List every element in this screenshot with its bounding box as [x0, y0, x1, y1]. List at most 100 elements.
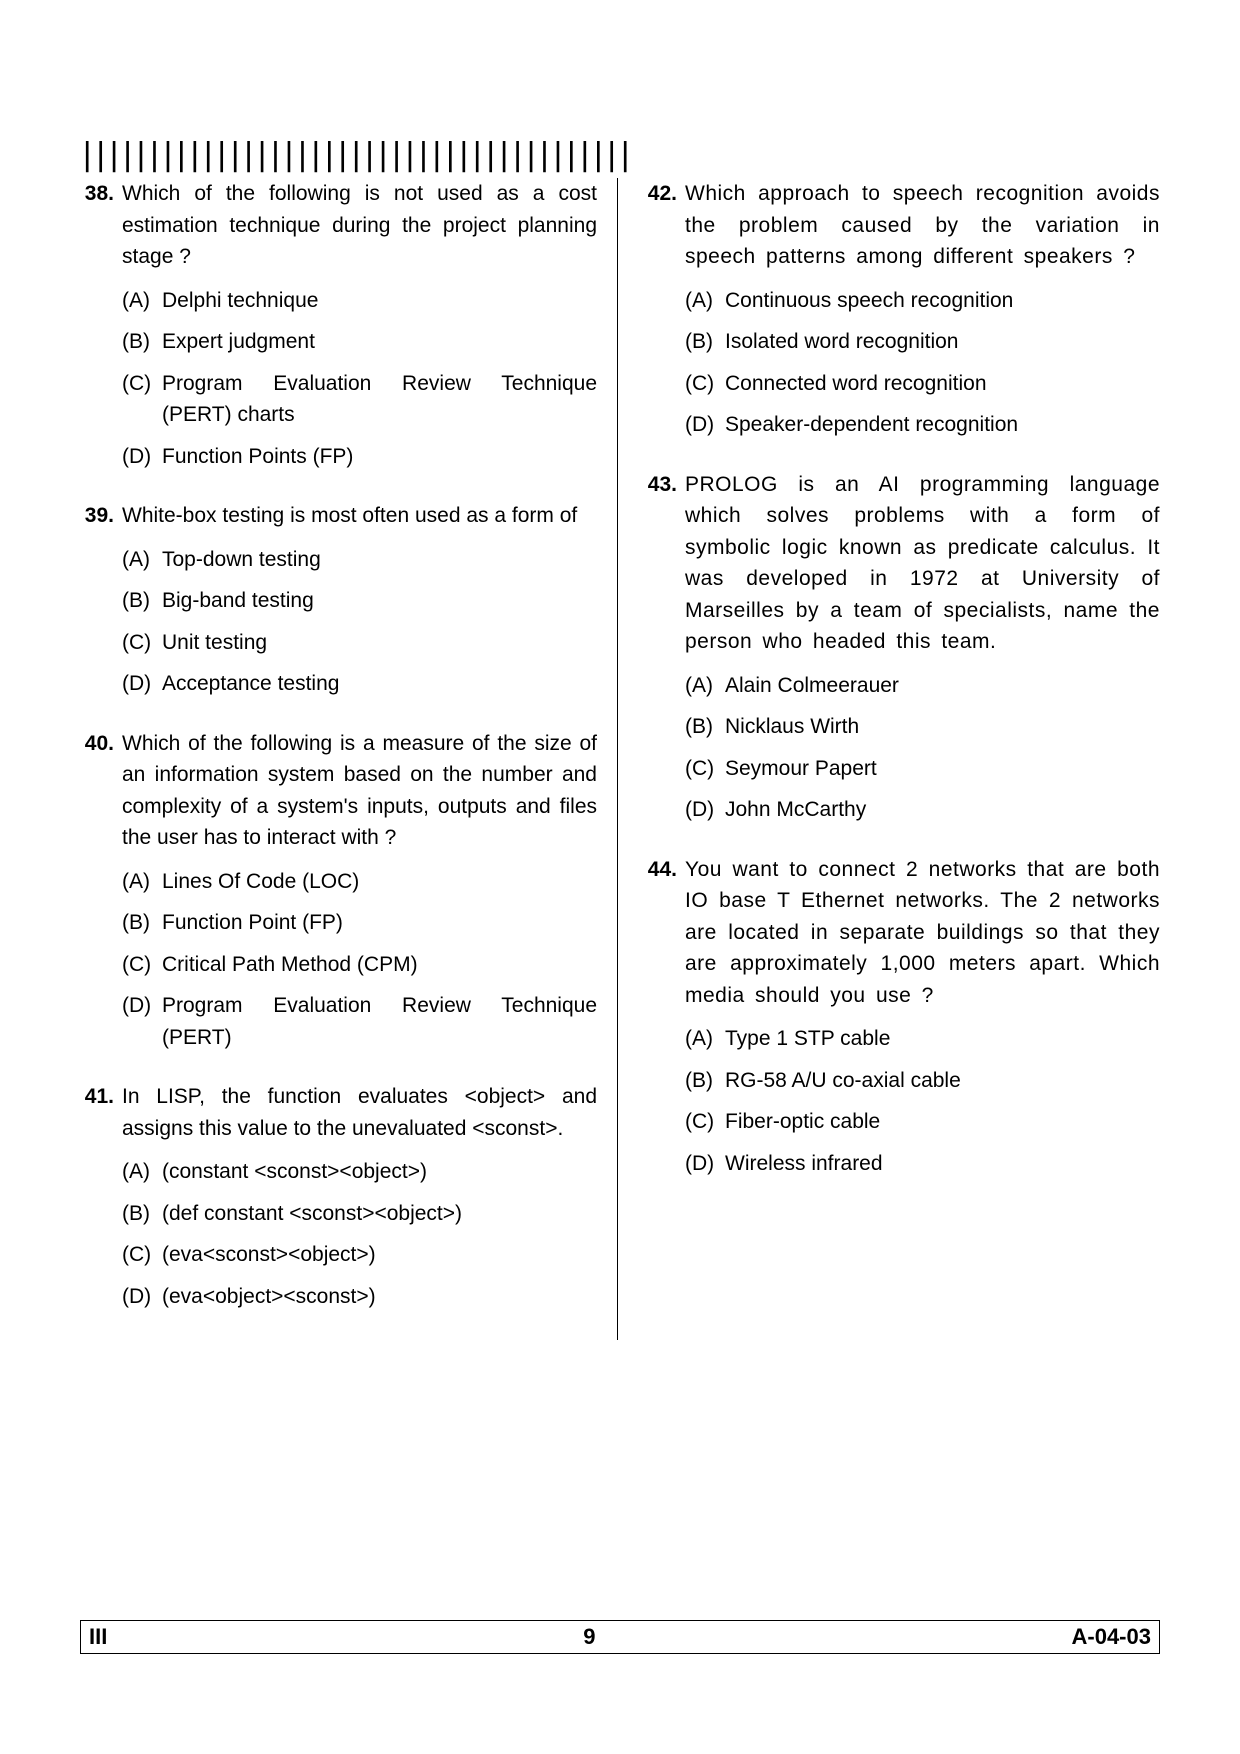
question-body: In LISP, the function evaluates <object>… — [122, 1081, 597, 1322]
options-list: (A)Top-down testing(B)Big-band testing(C… — [122, 544, 597, 700]
option: (B)Nicklaus Wirth — [685, 711, 1160, 743]
option: (D)Speaker-dependent recognition — [685, 409, 1160, 441]
option-label: (B) — [122, 907, 162, 939]
question-text: White-box testing is most often used as … — [122, 500, 597, 532]
option-label: (A) — [685, 670, 725, 702]
option: (A)(constant <sconst><object>) — [122, 1156, 597, 1188]
option-text: Lines Of Code (LOC) — [162, 866, 597, 898]
question: 43.PROLOG is an AI programming language … — [643, 469, 1160, 836]
question-body: Which approach to speech recognition avo… — [685, 178, 1160, 451]
option-text: Top-down testing — [162, 544, 597, 576]
question-number: 39. — [80, 500, 122, 710]
option: (B)Expert judgment — [122, 326, 597, 358]
option-label: (B) — [685, 326, 725, 358]
option-label: (A) — [685, 285, 725, 317]
option-label: (C) — [122, 1239, 162, 1271]
option-text: Unit testing — [162, 627, 597, 659]
option-text: Program Evaluation Review Technique (PER… — [162, 990, 597, 1053]
barcode: ||||||||||||||||||||||||||||||||||||||||… — [80, 136, 1160, 172]
option-text: Program Evaluation Review Technique (PER… — [162, 368, 597, 431]
option: (A)Delphi technique — [122, 285, 597, 317]
option: (A)Continuous speech recognition — [685, 285, 1160, 317]
right-column: 42.Which approach to speech recognition … — [618, 178, 1160, 1340]
option-label: (C) — [122, 627, 162, 659]
option: (B)Isolated word recognition — [685, 326, 1160, 358]
option-label: (A) — [122, 285, 162, 317]
option-label: (B) — [122, 326, 162, 358]
question: 39.White-box testing is most often used … — [80, 500, 597, 710]
option-text: Alain Colmeerauer — [725, 670, 1160, 702]
footer-left: III — [89, 1624, 107, 1650]
option: (D)Function Points (FP) — [122, 441, 597, 473]
question-text: PROLOG is an AI programming language whi… — [685, 469, 1160, 658]
option-text: Function Points (FP) — [162, 441, 597, 473]
question-number: 43. — [643, 469, 685, 836]
question-number: 38. — [80, 178, 122, 482]
option: (D)Program Evaluation Review Technique (… — [122, 990, 597, 1053]
question: 41.In LISP, the function evaluates <obje… — [80, 1081, 597, 1322]
left-column: 38.Which of the following is not used as… — [80, 178, 618, 1340]
options-list: (A)Continuous speech recognition (B)Isola… — [685, 285, 1160, 441]
question-number: 41. — [80, 1081, 122, 1322]
question-body: You want to connect 2 networks that are … — [685, 854, 1160, 1190]
question-text: You want to connect 2 networks that are … — [685, 854, 1160, 1012]
option-label: (C) — [685, 368, 725, 400]
option-label: (D) — [122, 441, 162, 473]
options-list: (A)Type 1 STP cable (B)RG-58 A/U co-axial… — [685, 1023, 1160, 1179]
option-text: Speaker-dependent recognition — [725, 409, 1160, 441]
question: 38.Which of the following is not used as… — [80, 178, 597, 482]
question: 42.Which approach to speech recognition … — [643, 178, 1160, 451]
option-label: (C) — [685, 1106, 725, 1138]
option: (D)Wireless infrared — [685, 1148, 1160, 1180]
option-text: (eva<object><sconst>) — [162, 1281, 597, 1313]
question-number: 40. — [80, 728, 122, 1064]
question-number: 42. — [643, 178, 685, 451]
option-text: John McCarthy — [725, 794, 1160, 826]
option: (D)Acceptance testing — [122, 668, 597, 700]
option-text: Nicklaus Wirth — [725, 711, 1160, 743]
option: (C)Critical Path Method (CPM) — [122, 949, 597, 981]
option-text: (constant <sconst><object>) — [162, 1156, 597, 1188]
option: (B)RG-58 A/U co-axial cable — [685, 1065, 1160, 1097]
option-text: Continuous speech recognition — [725, 285, 1160, 317]
option-label: (A) — [685, 1023, 725, 1055]
option-text: RG-58 A/U co-axial cable — [725, 1065, 1160, 1097]
option: (A)Lines Of Code (LOC) — [122, 866, 597, 898]
option-text: Wireless infrared — [725, 1148, 1160, 1180]
option: (C)Seymour Papert — [685, 753, 1160, 785]
option-label: (D) — [122, 668, 162, 700]
option-text: (def constant <sconst><object>) — [162, 1198, 597, 1230]
option-label: (B) — [685, 711, 725, 743]
option-text: Type 1 STP cable — [725, 1023, 1160, 1055]
option: (C)Program Evaluation Review Technique (… — [122, 368, 597, 431]
option: (A)Type 1 STP cable — [685, 1023, 1160, 1055]
footer-code: A-04-03 — [1072, 1624, 1151, 1650]
option: (D)(eva<object><sconst>) — [122, 1281, 597, 1313]
option-text: Delphi technique — [162, 285, 597, 317]
option-label: (D) — [685, 794, 725, 826]
option: (D)John McCarthy — [685, 794, 1160, 826]
footer-page-number: 9 — [583, 1624, 595, 1650]
option-label: (D) — [685, 1148, 725, 1180]
question-text: In LISP, the function evaluates <object>… — [122, 1081, 597, 1144]
page-content: ||||||||||||||||||||||||||||||||||||||||… — [80, 140, 1160, 1634]
question-body: PROLOG is an AI programming language whi… — [685, 469, 1160, 836]
option: (C)Unit testing — [122, 627, 597, 659]
question-body: Which of the following is not used as a … — [122, 178, 597, 482]
option-label: (C) — [122, 949, 162, 981]
two-column-layout: 38.Which of the following is not used as… — [80, 178, 1160, 1340]
option-label: (A) — [122, 866, 162, 898]
option-text: Connected word recognition — [725, 368, 1160, 400]
option-label: (D) — [122, 1281, 162, 1313]
question-text: Which approach to speech recognition avo… — [685, 178, 1160, 273]
option-label: (B) — [122, 1198, 162, 1230]
option: (C)(eva<sconst><object>) — [122, 1239, 597, 1271]
option-label: (C) — [122, 368, 162, 431]
option-text: Fiber-optic cable — [725, 1106, 1160, 1138]
option-text: Expert judgment — [162, 326, 597, 358]
options-list: (A)Delphi technique(B)Expert judgment(C)… — [122, 285, 597, 473]
question: 44.You want to connect 2 networks that a… — [643, 854, 1160, 1190]
question-body: Which of the following is a measure of t… — [122, 728, 597, 1064]
option: (A)Alain Colmeerauer — [685, 670, 1160, 702]
option-text: Acceptance testing — [162, 668, 597, 700]
